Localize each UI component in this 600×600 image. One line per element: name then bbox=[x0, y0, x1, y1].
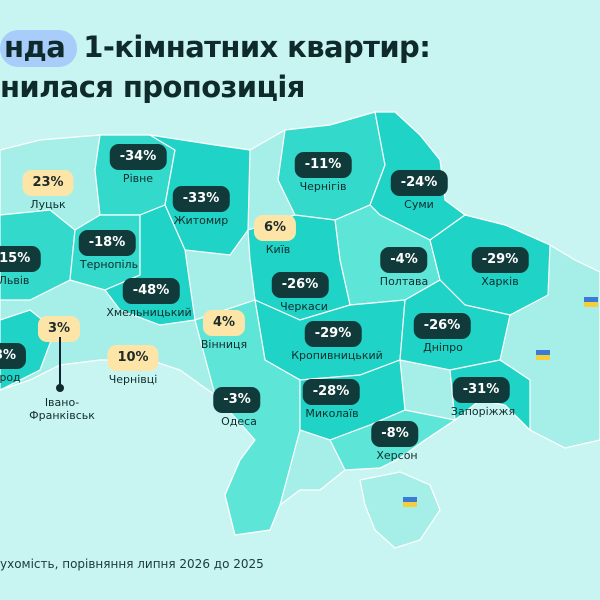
badge-chernivtsi: 10% bbox=[107, 345, 159, 371]
region-crimea bbox=[359, 471, 441, 549]
city-zaporizhzhia: Запоріжжя bbox=[450, 405, 516, 418]
ukraine-flag-east bbox=[584, 297, 598, 307]
badge-kherson: -8% bbox=[371, 421, 419, 447]
badge-kyiv: 6% bbox=[253, 215, 297, 241]
footnote: ухомість, порівняння липня 2026 до 2025 bbox=[0, 557, 264, 571]
badge-poltava: -4% bbox=[380, 247, 428, 273]
title-line-1: нда 1-кімнатних квартир: bbox=[0, 30, 431, 67]
ukraine-flag-donetsk bbox=[536, 350, 550, 360]
badge-kropyvnytskyi: -29% bbox=[304, 321, 362, 347]
title-highlight: нда bbox=[0, 30, 78, 67]
city-odesa: Одеса bbox=[221, 415, 257, 428]
city-kharkiv: Харків bbox=[481, 275, 519, 288]
badge-lutsk: 23% bbox=[22, 170, 74, 196]
title-line-2: нилася пропозиція bbox=[0, 70, 305, 104]
badge-rivne: -34% bbox=[109, 144, 167, 170]
badge-khmelnytskyi: -48% bbox=[122, 278, 180, 304]
badge-dnipro: -26% bbox=[413, 313, 471, 339]
city-rivne: Рівне bbox=[122, 172, 154, 185]
region-odesa bbox=[194, 299, 301, 536]
badge-odesa: -3% bbox=[213, 387, 261, 413]
title-rest: 1-кімнатних квартир: bbox=[83, 30, 431, 64]
leader-line bbox=[59, 337, 61, 387]
city-kyiv: Київ bbox=[265, 243, 291, 256]
badge-sumy: -24% bbox=[390, 170, 448, 196]
badge-cherkasy: -26% bbox=[271, 272, 329, 298]
city-kherson: Херсон bbox=[376, 449, 418, 462]
city-chernivtsi: Чернівці bbox=[108, 373, 158, 386]
city-chernihiv: Чернігів bbox=[299, 180, 347, 193]
badge-lviv: -15% bbox=[0, 246, 41, 272]
city-poltava: Полтава bbox=[379, 275, 429, 288]
badge-zaporizhzhia: -31% bbox=[452, 377, 510, 403]
city-mykolaiv: Миколаїв bbox=[305, 407, 359, 420]
city-ternopil: Тернопіль bbox=[79, 258, 139, 271]
city-kropyvnytskyi: Кропивницький bbox=[291, 349, 383, 362]
leader-dot bbox=[56, 384, 64, 392]
badge-kharkiv: -29% bbox=[471, 247, 529, 273]
badge-uzhhorod: 3% bbox=[0, 343, 27, 369]
city-cherkasy: Черкаси bbox=[280, 300, 328, 313]
badge-mykolaiv: -28% bbox=[302, 379, 360, 405]
badge-ternopil: -18% bbox=[78, 230, 136, 256]
badge-zhytomyr: -33% bbox=[172, 186, 230, 212]
city-khmelnytskyi: Хмельницький bbox=[106, 306, 192, 319]
city-lviv: Львів bbox=[0, 274, 30, 287]
city-ivano-frankivsk: Івано- Франківськ bbox=[29, 396, 95, 422]
city-lutsk: Луцьк bbox=[30, 198, 66, 211]
city-uzhhorod: род bbox=[0, 371, 21, 384]
ukraine-flag-crimea bbox=[403, 497, 417, 507]
city-sumy: Суми bbox=[404, 198, 434, 211]
city-zhytomyr: Житомир bbox=[173, 214, 229, 227]
city-vinnytsia: Вінниця bbox=[200, 338, 248, 351]
badge-chernihiv: -11% bbox=[294, 152, 352, 178]
badge-vinnytsia: 4% bbox=[202, 310, 246, 336]
city-dnipro: Дніпро bbox=[423, 341, 463, 354]
